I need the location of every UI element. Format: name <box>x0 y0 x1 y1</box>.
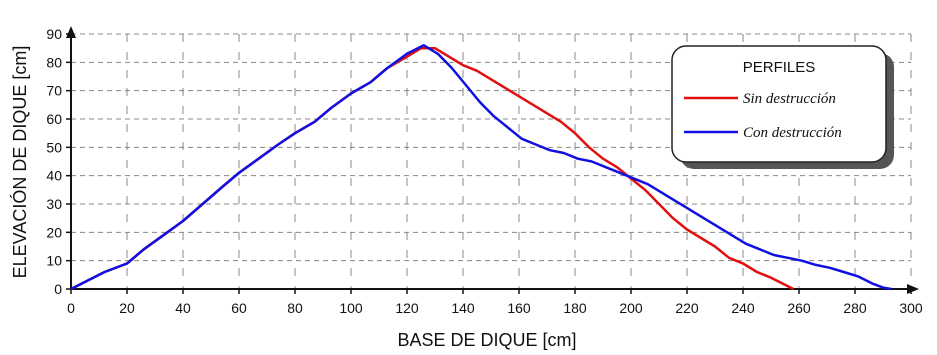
x-tick-label: 220 <box>675 300 699 316</box>
x-tick-label: 180 <box>563 300 587 316</box>
x-tick-label: 40 <box>175 300 191 316</box>
x-tick-label: 260 <box>787 300 811 316</box>
y-tick-label: 30 <box>46 196 62 212</box>
x-tick-label: 160 <box>507 300 531 316</box>
y-tick-label: 0 <box>54 281 62 297</box>
legend: PERFILES Sin destrucción Con destrucción <box>671 45 894 169</box>
x-tick-label: 140 <box>451 300 475 316</box>
y-axis-arrow <box>66 26 76 38</box>
y-tick-label: 90 <box>46 26 62 42</box>
x-axis-arrow <box>907 284 919 294</box>
x-tick-label: 60 <box>231 300 247 316</box>
x-axis-label: BASE DE DIQUE [cm] <box>397 330 576 350</box>
x-tick-label: 200 <box>619 300 643 316</box>
x-tick-label: 20 <box>119 300 135 316</box>
x-tick-label: 80 <box>287 300 303 316</box>
series-line-con-destruccion <box>70 44 892 291</box>
y-tick-label: 50 <box>46 139 62 155</box>
axes <box>66 26 919 294</box>
x-tick-label: 240 <box>731 300 755 316</box>
x-tick-label: 280 <box>843 300 867 316</box>
y-tick-label: 80 <box>46 54 62 70</box>
y-tick-label: 20 <box>46 224 62 240</box>
legend-label-con-destruccion: Con destrucción <box>743 125 842 141</box>
series-lines <box>70 44 892 291</box>
y-tick-label: 60 <box>46 111 62 127</box>
x-tick-label: 100 <box>339 300 363 316</box>
tick-labels: 0 20 40 60 80 100 120 140 160 180 200 220 240 260 280 3… <box>46 26 922 316</box>
x-tick-label: 300 <box>899 300 923 316</box>
y-tick-label: 70 <box>46 83 62 99</box>
legend-title: PERFILES <box>743 59 816 76</box>
y-tick-label: 40 <box>46 168 62 184</box>
legend-label-sin-destruccion: Sin destrucción <box>743 91 836 107</box>
x-tick-label: 120 <box>395 300 419 316</box>
y-tick-label: 10 <box>46 253 62 269</box>
y-axis-label: ELEVACIÓN DE DIQUE [cm] <box>9 46 30 279</box>
x-tick-label: 0 <box>67 300 75 316</box>
